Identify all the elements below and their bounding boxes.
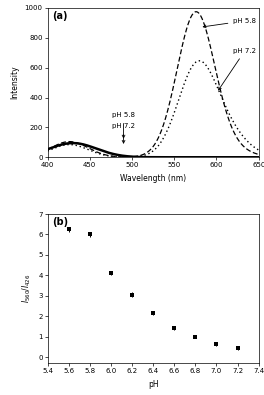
X-axis label: pH: pH	[148, 380, 158, 389]
X-axis label: Wavelength (nm): Wavelength (nm)	[120, 174, 186, 182]
Text: pH 7.2: pH 7.2	[112, 123, 135, 143]
Text: pH 5.8: pH 5.8	[112, 112, 135, 138]
Text: pH 7.2: pH 7.2	[219, 48, 256, 90]
Text: pH 5.8: pH 5.8	[203, 18, 256, 28]
Y-axis label: Intensity: Intensity	[10, 66, 19, 100]
Y-axis label: $I_{560}/I_{426}$: $I_{560}/I_{426}$	[20, 274, 32, 303]
Text: (b): (b)	[52, 217, 68, 227]
Text: (a): (a)	[52, 11, 67, 21]
